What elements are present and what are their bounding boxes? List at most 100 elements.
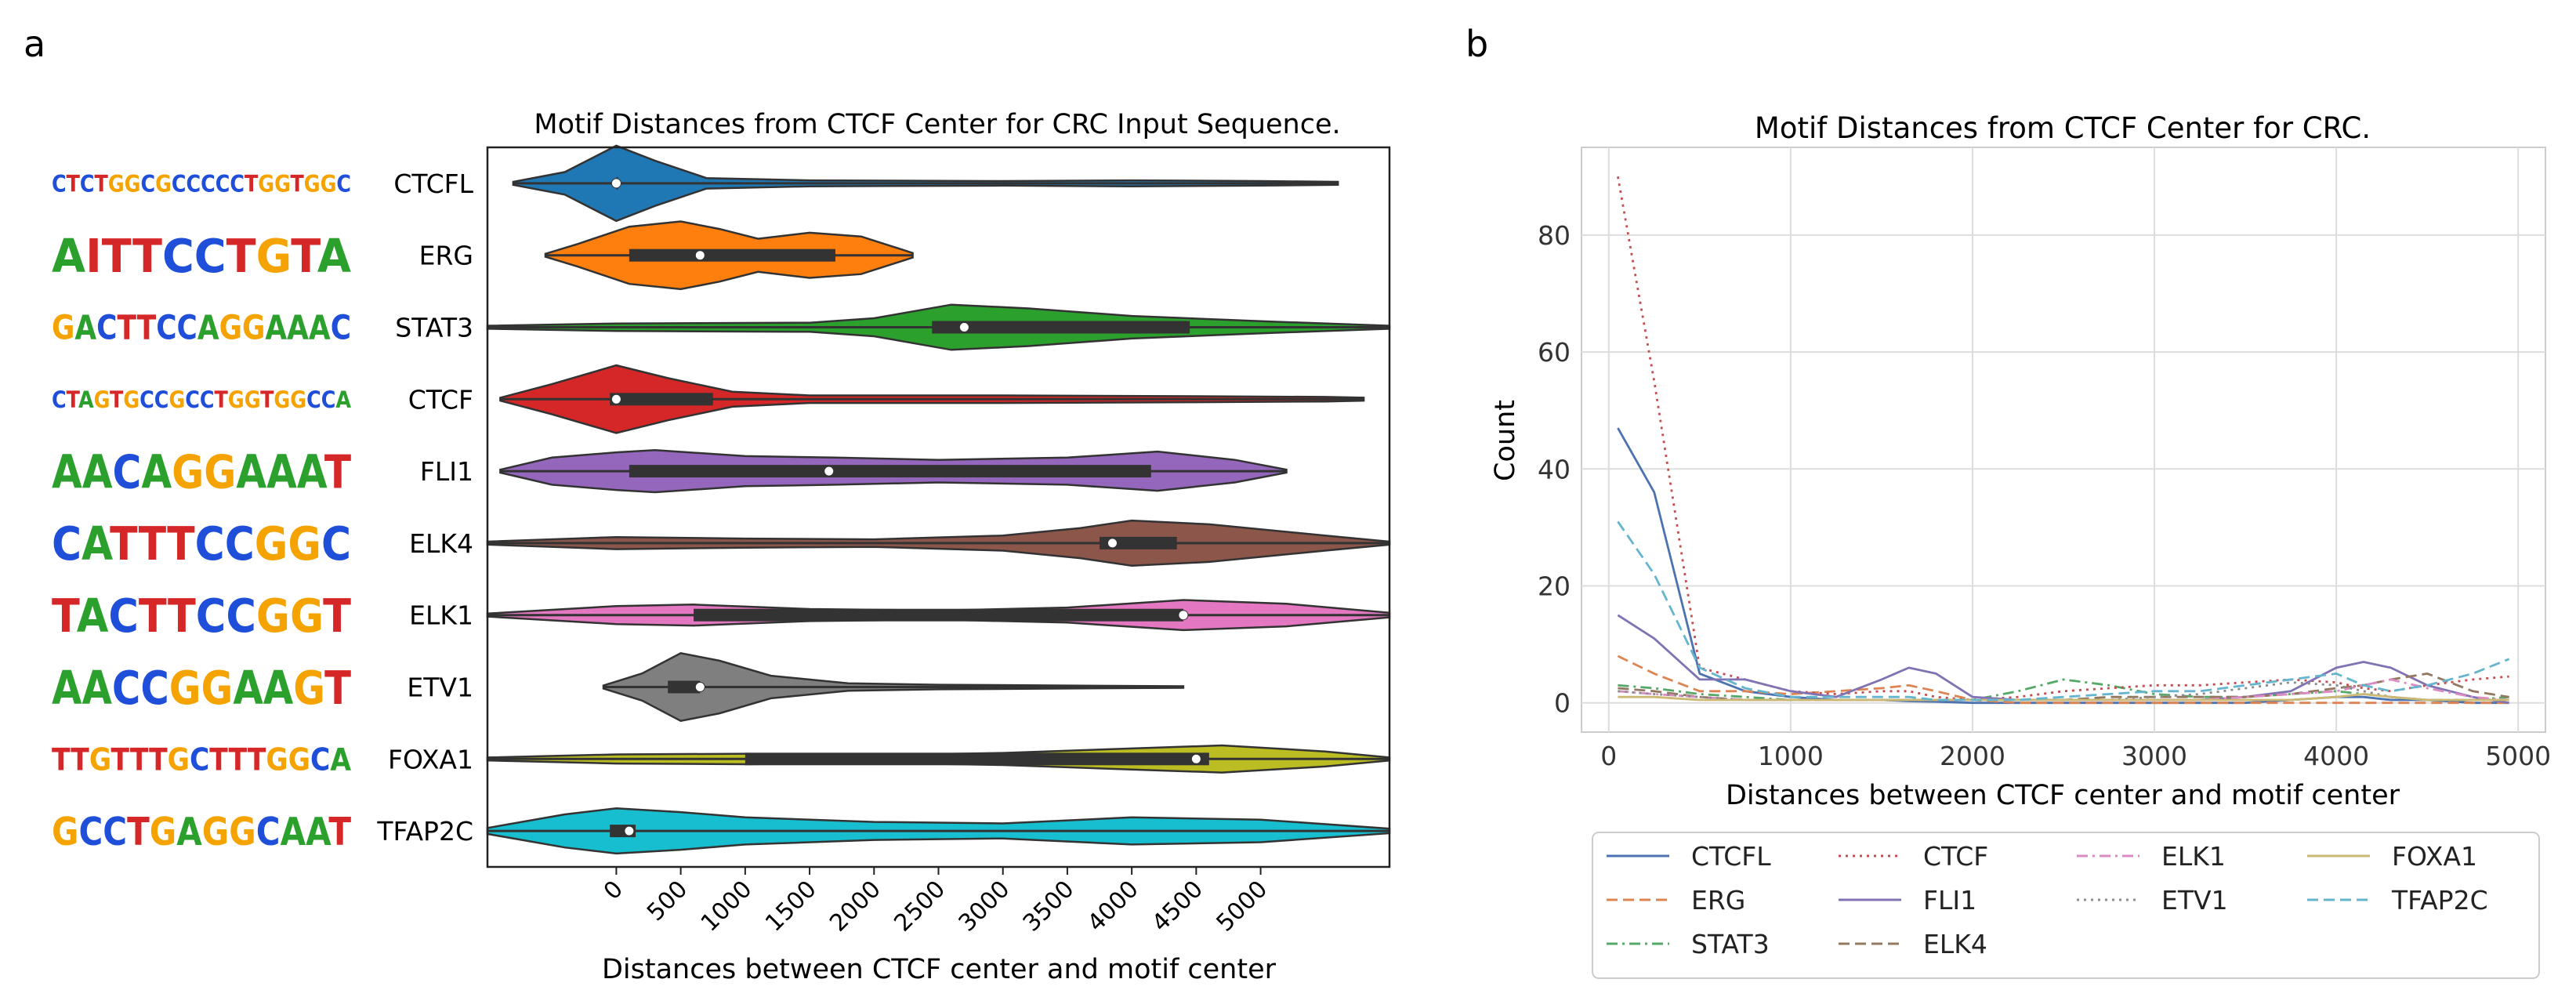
legend-label: TFAP2C bbox=[2391, 885, 2488, 916]
violin-iqr-fli1 bbox=[629, 465, 1151, 478]
violin-xtick-label: 2000 bbox=[824, 876, 886, 937]
line-ytick-label: 80 bbox=[1538, 220, 1571, 251]
line-ytick-label: 60 bbox=[1538, 337, 1571, 368]
line-xtick-label: 5000 bbox=[2485, 741, 2551, 771]
violin-median-ctcf bbox=[610, 393, 621, 404]
violin-ctcfl bbox=[512, 144, 1339, 223]
violin-iqr-ctcf bbox=[610, 393, 713, 406]
violin-fli1 bbox=[499, 448, 1288, 494]
violin-elk1 bbox=[486, 599, 1391, 632]
legend-label: ERG bbox=[1691, 885, 1745, 916]
line-xtick-label: 2000 bbox=[1940, 741, 2005, 771]
violin-category-label: STAT3 bbox=[395, 313, 473, 343]
violin-median-foxa1 bbox=[1190, 753, 1201, 764]
violin-stat3 bbox=[486, 303, 1391, 351]
motif-logos: CTCTGGCGCCCCCTGGTGGC AITTCCTGTA GACTTCCAGG… bbox=[52, 171, 352, 854]
legend-label: ELK1 bbox=[2161, 841, 2226, 872]
line-ylabel: Count bbox=[1490, 400, 1521, 481]
motif-logo-seq: GCCTGAGGCAAT bbox=[52, 809, 351, 854]
series-line-elk1 bbox=[1618, 678, 2509, 702]
violin-elk4 bbox=[486, 519, 1391, 567]
violin-median-stat3 bbox=[958, 322, 969, 332]
series-line-foxa1 bbox=[1618, 693, 2509, 702]
violin-ctcf bbox=[499, 364, 1365, 434]
motif-logo-erg: AITTCCTGTA bbox=[52, 229, 351, 283]
violin-category-label: ELK4 bbox=[409, 528, 473, 559]
violin-xlabel: Distances between CTCF center and motif … bbox=[602, 954, 1277, 985]
violin-xtick-label: 2500 bbox=[889, 876, 951, 937]
violin-iqr-elk1 bbox=[694, 608, 1183, 622]
violin-foxa1 bbox=[486, 744, 1391, 774]
violin-xtick-label: 3000 bbox=[954, 876, 1016, 937]
violin-median-elk1 bbox=[1178, 610, 1189, 621]
violin-category-label: FOXA1 bbox=[388, 744, 473, 774]
violin-chart: Motif Distances from CTCF Center for CRC… bbox=[376, 109, 1391, 985]
violin-erg bbox=[544, 220, 914, 291]
legend-label: FLI1 bbox=[1923, 885, 1976, 916]
violin-xtick-label: 1500 bbox=[760, 876, 822, 937]
violin-iqr-erg bbox=[629, 248, 835, 262]
line-xtick-label: 4000 bbox=[2303, 741, 2369, 771]
legend-label: FOXA1 bbox=[2392, 841, 2477, 872]
motif-logo-fli1: AACAGGAAAT bbox=[52, 444, 352, 499]
panel-label-b: b bbox=[1466, 23, 1488, 65]
violin-category-label: ELK1 bbox=[409, 600, 473, 631]
motif-logo-etv1: AACCGGAAGT bbox=[52, 661, 352, 715]
violin-category-label: CTCFL bbox=[393, 169, 473, 199]
violin-xtick-label: 3500 bbox=[1018, 876, 1080, 937]
series-line-tfap2c bbox=[1617, 520, 2510, 702]
line-title: Motif Distances from CTCF Center for CRC… bbox=[1755, 111, 2371, 145]
violin-median-elk4 bbox=[1107, 538, 1118, 549]
motif-logo-seq: AITTCCTGTA bbox=[52, 229, 351, 283]
motif-logo-ctcf: CTAGTGCCGCCTGGTGGCCA bbox=[52, 386, 351, 413]
legend-label: ELK4 bbox=[1923, 929, 1987, 959]
legend-label: ETV1 bbox=[2161, 885, 2228, 916]
legend-box bbox=[1592, 832, 2540, 979]
violin-category-label: FLI1 bbox=[420, 456, 473, 487]
motif-logo-elk4: CATTTCCGGC bbox=[52, 517, 351, 571]
violin-category-label: CTCF bbox=[408, 384, 473, 415]
motif-logo-foxa1: TTGTTTGCTTTGGCA bbox=[52, 742, 351, 778]
line-xlabel: Distances between CTCF center and motif … bbox=[1726, 780, 2400, 811]
violin-category-label: ERG bbox=[419, 241, 473, 271]
line-xtick-label: 1000 bbox=[1758, 741, 1824, 771]
violin-median-ctcfl bbox=[610, 178, 621, 189]
violin-iqr-elk4 bbox=[1100, 536, 1177, 549]
motif-logo-elk1: TACTTCCGGT bbox=[52, 589, 352, 643]
motif-logo-seq: AACCGGAAGT bbox=[52, 661, 352, 715]
line-xtick-label: 0 bbox=[1600, 741, 1617, 771]
line-ytick-label: 20 bbox=[1538, 571, 1571, 602]
violin-tfap2c bbox=[486, 807, 1391, 855]
violin-category-label: TFAP2C bbox=[376, 816, 473, 847]
violin-xtick-label: 0 bbox=[599, 876, 629, 905]
violin-xtick-label: 4500 bbox=[1147, 876, 1208, 937]
line-xtick-label: 3000 bbox=[2121, 741, 2187, 771]
motif-logo-seq: AACAGGAAAT bbox=[52, 444, 352, 499]
violin-iqr-etv1 bbox=[668, 680, 701, 694]
motif-logo-ctcfl: CTCTGGCGCCCCCTGGTGGC bbox=[52, 171, 351, 198]
line-chart: Motif Distances from CTCF Center for CRC… bbox=[1490, 111, 2551, 979]
line-ytick-label: 0 bbox=[1554, 688, 1571, 719]
violin-median-tfap2c bbox=[624, 825, 635, 836]
violin-category-label: ETV1 bbox=[407, 673, 473, 703]
violin-xtick-label: 500 bbox=[642, 876, 693, 926]
violin-median-etv1 bbox=[694, 682, 705, 692]
motif-logo-seq: GACTTCCAGGAAAC bbox=[52, 309, 351, 347]
motif-logo-seq: CTAGTGCCGCCTGGTGGCCA bbox=[52, 386, 351, 413]
violin-iqr-foxa1 bbox=[745, 752, 1209, 766]
violin-xtick-label: 1000 bbox=[696, 876, 758, 937]
line-frame bbox=[1581, 147, 2546, 733]
motif-logo-stat3: GACTTCCAGGAAAC bbox=[52, 309, 351, 347]
violin-median-fli1 bbox=[824, 466, 835, 477]
violin-etv1 bbox=[602, 651, 1185, 723]
motif-logo-seq: CTCTGGCGCCCCCTGGTGGC bbox=[52, 171, 351, 198]
legend-label: CTCF bbox=[1923, 841, 1988, 872]
motif-logo-seq: TTGTTTGCTTTGGCA bbox=[52, 742, 351, 778]
line-ytick-label: 40 bbox=[1538, 454, 1571, 484]
violin-iqr-stat3 bbox=[932, 321, 1190, 334]
motif-logo-seq: TACTTCCGGT bbox=[52, 589, 352, 643]
legend-label: STAT3 bbox=[1691, 929, 1770, 959]
motif-logo-seq: CATTTCCGGC bbox=[52, 517, 351, 571]
panel-label-a: a bbox=[24, 23, 45, 65]
